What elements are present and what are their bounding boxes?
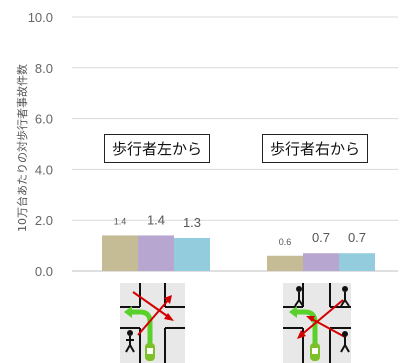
y-tick-label: 2.0 <box>35 213 53 228</box>
pedestrian-path-arrow-icon <box>137 297 171 336</box>
category-label-left: 歩行者左から <box>104 134 211 163</box>
bar <box>303 253 339 271</box>
y-tick-label: 10.0 <box>28 10 53 25</box>
bars <box>102 235 375 271</box>
bar <box>267 255 303 271</box>
y-tick-label: 0.0 <box>35 264 53 279</box>
data-labels: 1.4 1.4 1.3 0.6 0.7 0.7 <box>114 212 366 246</box>
y-tick-label: 8.0 <box>35 61 53 76</box>
pedestrian-path-arrow-icon <box>299 299 344 337</box>
pedestrian-icon <box>340 331 350 353</box>
left-turn-arrow-icon <box>293 309 318 355</box>
data-label: 1.3 <box>183 215 201 230</box>
y-tick-label: 6.0 <box>35 112 53 127</box>
data-label: 1.4 <box>147 212 165 227</box>
bar <box>102 235 138 271</box>
intersection-pedestrian-from-right-icon <box>283 283 351 363</box>
data-label: 0.7 <box>312 230 330 245</box>
intersection-pedestrian-from-left-icon <box>120 283 185 363</box>
pedestrian-icon <box>340 286 350 307</box>
y-axis-ticks: 0.0 2.0 4.0 6.0 8.0 10.0 <box>28 10 53 279</box>
data-label: 1.4 <box>114 216 127 226</box>
bar <box>339 253 375 271</box>
pedestrian-icon <box>125 330 135 353</box>
pedestrian-icon <box>294 286 304 307</box>
bar <box>138 235 174 271</box>
data-label: 0.7 <box>348 230 366 245</box>
y-axis-label: 10万台あたりの対歩行者事故件数 <box>15 64 29 232</box>
bar <box>174 237 210 271</box>
data-label: 0.6 <box>279 237 292 247</box>
category-label-right: 歩行者右から <box>262 134 369 163</box>
gridlines <box>72 16 398 221</box>
y-tick-label: 4.0 <box>35 162 53 177</box>
